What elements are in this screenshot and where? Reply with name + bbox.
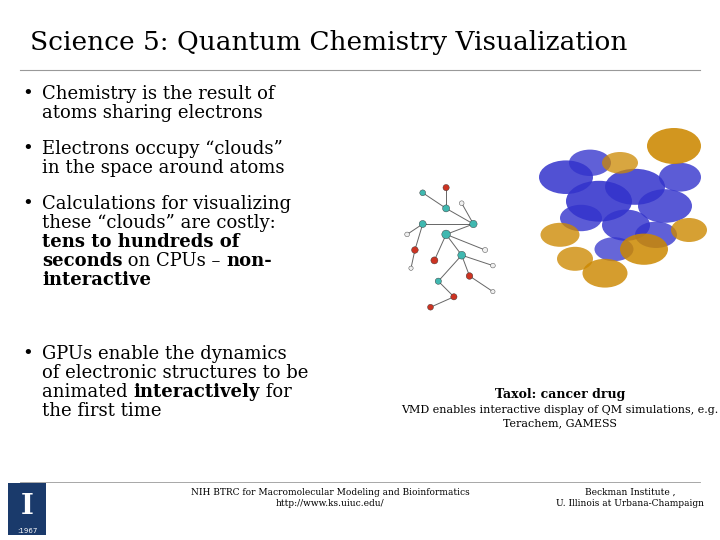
Circle shape bbox=[491, 289, 495, 294]
Ellipse shape bbox=[602, 210, 650, 241]
Ellipse shape bbox=[647, 128, 701, 164]
Ellipse shape bbox=[541, 223, 580, 247]
Circle shape bbox=[420, 190, 426, 195]
Ellipse shape bbox=[557, 247, 593, 271]
Ellipse shape bbox=[659, 163, 701, 192]
Text: :1967: :1967 bbox=[17, 528, 37, 534]
Circle shape bbox=[419, 220, 426, 227]
FancyBboxPatch shape bbox=[8, 483, 46, 535]
Circle shape bbox=[412, 247, 418, 253]
Ellipse shape bbox=[569, 150, 611, 176]
Circle shape bbox=[435, 278, 441, 285]
Text: tens to hundreds of: tens to hundreds of bbox=[42, 233, 240, 251]
Text: NIH BTRC for Macromolecular Modeling and Bioinformatics: NIH BTRC for Macromolecular Modeling and… bbox=[191, 488, 469, 497]
Ellipse shape bbox=[671, 218, 707, 242]
Text: Taxol: cancer drug: Taxol: cancer drug bbox=[495, 388, 625, 401]
Text: of electronic structures to be: of electronic structures to be bbox=[42, 364, 308, 382]
Text: animated: animated bbox=[42, 383, 133, 401]
Circle shape bbox=[482, 247, 487, 253]
Ellipse shape bbox=[620, 234, 668, 265]
Ellipse shape bbox=[595, 237, 634, 261]
Text: •: • bbox=[22, 195, 32, 213]
Circle shape bbox=[409, 266, 413, 271]
Circle shape bbox=[451, 294, 457, 300]
Text: these “clouds” are costly:: these “clouds” are costly: bbox=[42, 214, 276, 232]
Text: interactive: interactive bbox=[42, 271, 151, 289]
Text: GPUs enable the dynamics: GPUs enable the dynamics bbox=[42, 345, 287, 363]
Text: I: I bbox=[21, 493, 33, 520]
Text: Electrons occupy “clouds”: Electrons occupy “clouds” bbox=[42, 140, 283, 158]
Text: non-: non- bbox=[227, 252, 272, 270]
Circle shape bbox=[443, 185, 449, 191]
Text: Science 5: Quantum Chemistry Visualization: Science 5: Quantum Chemistry Visualizati… bbox=[30, 30, 627, 55]
Text: http://www.ks.uiuc.edu/: http://www.ks.uiuc.edu/ bbox=[276, 499, 384, 508]
Text: VMD enables interactive display of QM simulations, e.g.: VMD enables interactive display of QM si… bbox=[401, 405, 719, 415]
Ellipse shape bbox=[635, 221, 677, 248]
Text: atoms sharing electrons: atoms sharing electrons bbox=[42, 104, 263, 122]
Text: in the space around atoms: in the space around atoms bbox=[42, 159, 284, 177]
Circle shape bbox=[466, 273, 473, 279]
Text: Chemistry is the result of: Chemistry is the result of bbox=[42, 85, 274, 103]
Ellipse shape bbox=[560, 205, 602, 231]
Circle shape bbox=[442, 230, 451, 239]
Circle shape bbox=[459, 201, 464, 206]
Text: Calculations for visualizing: Calculations for visualizing bbox=[42, 195, 291, 213]
Text: the first time: the first time bbox=[42, 402, 161, 420]
Text: interactively: interactively bbox=[133, 383, 260, 401]
Text: •: • bbox=[22, 85, 32, 103]
Ellipse shape bbox=[566, 181, 632, 221]
Circle shape bbox=[431, 257, 438, 264]
Circle shape bbox=[443, 205, 449, 212]
Ellipse shape bbox=[539, 160, 593, 194]
Text: U. Illinois at Urbana-Champaign: U. Illinois at Urbana-Champaign bbox=[556, 499, 704, 508]
Text: seconds: seconds bbox=[42, 252, 122, 270]
Ellipse shape bbox=[602, 152, 638, 173]
Text: for: for bbox=[260, 383, 292, 401]
Text: Beckman Institute ,: Beckman Institute , bbox=[585, 488, 675, 497]
Ellipse shape bbox=[605, 169, 665, 205]
Text: on CPUs –: on CPUs – bbox=[122, 252, 227, 270]
Circle shape bbox=[405, 232, 410, 237]
Circle shape bbox=[490, 264, 495, 268]
Text: •: • bbox=[22, 345, 32, 363]
Ellipse shape bbox=[638, 189, 692, 223]
Circle shape bbox=[458, 251, 466, 259]
Text: Terachem, GAMESS: Terachem, GAMESS bbox=[503, 418, 617, 428]
Circle shape bbox=[469, 220, 477, 228]
Ellipse shape bbox=[582, 259, 628, 288]
Text: •: • bbox=[22, 140, 32, 158]
Circle shape bbox=[428, 304, 433, 310]
